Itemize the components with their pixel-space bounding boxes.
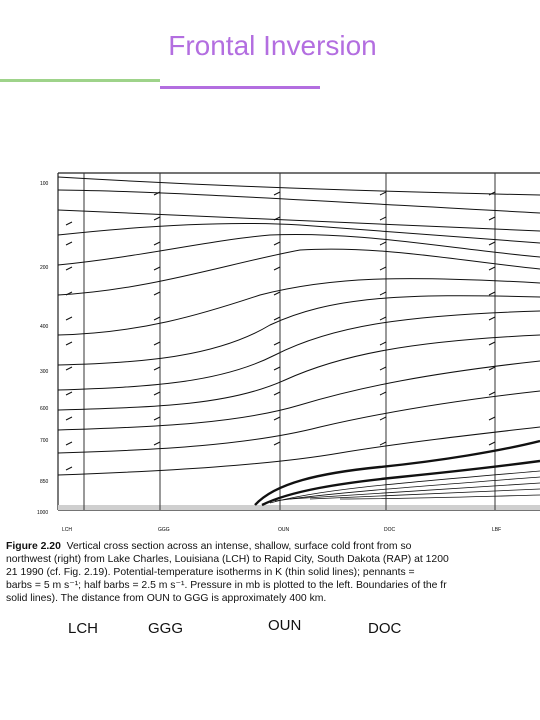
caption-line-2: northwest (right) from Lake Charles, Lou… [6,554,449,565]
cold-air-isentropes [269,470,540,504]
isentrope [57,222,540,244]
station-label-ggg: GGG [148,620,184,637]
pressure-label-200: 200 [40,265,49,271]
isentrope [57,176,540,196]
pressure-label-300: 300 [40,369,49,375]
frontal-boundary [254,439,540,507]
isentrope [57,189,540,214]
wind-barbs [65,191,496,471]
isentrope [57,426,540,476]
isentropes [57,176,540,476]
caption-line-3: 21 1990 (cf. Fig. 2.19). Potential-tempe… [6,567,415,578]
cross-section-figure: 100 200 400 300 600 700 850 1000 LCH GGG… [37,172,540,533]
figure-caption: Figure 2.20 Vertical cross section acros… [6,540,540,605]
isentrope [57,295,540,366]
pressure-label-400: 400 [40,324,49,330]
station-label-doc: DOC [368,620,402,637]
station-tick-ggg: GGG [158,527,170,533]
slide-title: Frontal Inversion [168,30,377,61]
pressure-label-100: 100 [40,181,49,187]
isentrope [57,310,540,391]
station-tick-oun: OUN [278,527,290,533]
station-tick-doc: DOC [384,527,396,533]
caption-line-5: solid lines). The distance from OUN to G… [6,593,327,604]
isentrope [57,233,540,266]
ground-strip [58,505,540,510]
isentrope [57,278,540,336]
isentrope [57,360,540,431]
station-tick-lbf: LBF [492,527,501,533]
station-label-lch: LCH [68,620,99,637]
pressure-label-1000: 1000 [37,510,48,516]
isentrope [57,334,540,411]
isentrope [57,390,540,454]
caption-line-4: barbs = 5 m s⁻¹; half barbs = 2.5 m s⁻¹.… [6,580,447,591]
title-underline-green [0,79,160,82]
pressure-label-700: 700 [40,438,49,444]
isentrope [57,209,540,232]
pressure-label-850: 850 [40,479,49,485]
caption-line-1: Figure 2.20 Vertical cross section acros… [6,540,540,553]
station-tick-lch: LCH [62,527,72,533]
caption-text-1: Vertical cross section across an intense… [66,541,412,552]
pressure-label-600: 600 [40,406,49,412]
title-underline-purple [160,86,320,89]
isentrope [57,248,540,296]
caption-label: Figure 2.20 [6,541,61,552]
station-label-oun: OUN [268,617,302,634]
